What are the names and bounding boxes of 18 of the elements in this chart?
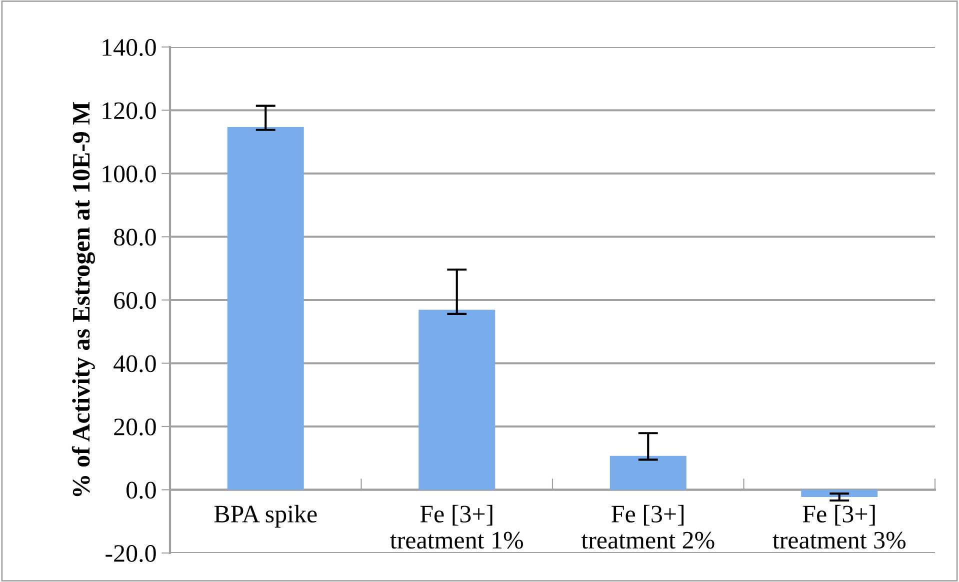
x-tick-label: Fe [3+] treatment 1% [390,504,524,549]
bar [227,127,304,490]
x-tick-label: BPA spike [214,504,317,528]
x-tick-label: Fe [3+] treatment 2% [581,504,714,549]
y-tick-label: 140.0 [102,39,156,56]
y-tick-label: 80.0 [114,228,156,246]
bar [801,490,878,498]
y-tick-label: 60.0 [114,292,156,310]
y-tick-label: 0.0 [126,482,156,499]
y-tick-label: 100.0 [102,166,156,183]
y-tick-label: 20.0 [114,418,156,436]
y-tick-label: 120.0 [102,102,156,120]
x-tick-label: Fe [3+] treatment 3% [772,504,906,549]
y-tick-label: 40.0 [114,355,156,372]
y-axis-title: % of Activity as Estrogen at 10E-9 M [72,102,95,496]
bar [418,310,496,490]
bar [610,456,686,490]
y-tick-label: -20.0 [106,545,156,562]
